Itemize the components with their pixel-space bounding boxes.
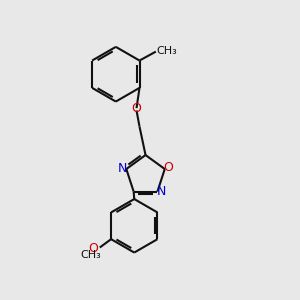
Text: CH₃: CH₃ <box>157 46 178 56</box>
Text: O: O <box>164 161 173 174</box>
Text: O: O <box>132 102 142 115</box>
Text: O: O <box>88 242 98 255</box>
Text: N: N <box>157 185 166 198</box>
Text: N: N <box>118 162 127 175</box>
Text: CH₃: CH₃ <box>80 250 101 260</box>
